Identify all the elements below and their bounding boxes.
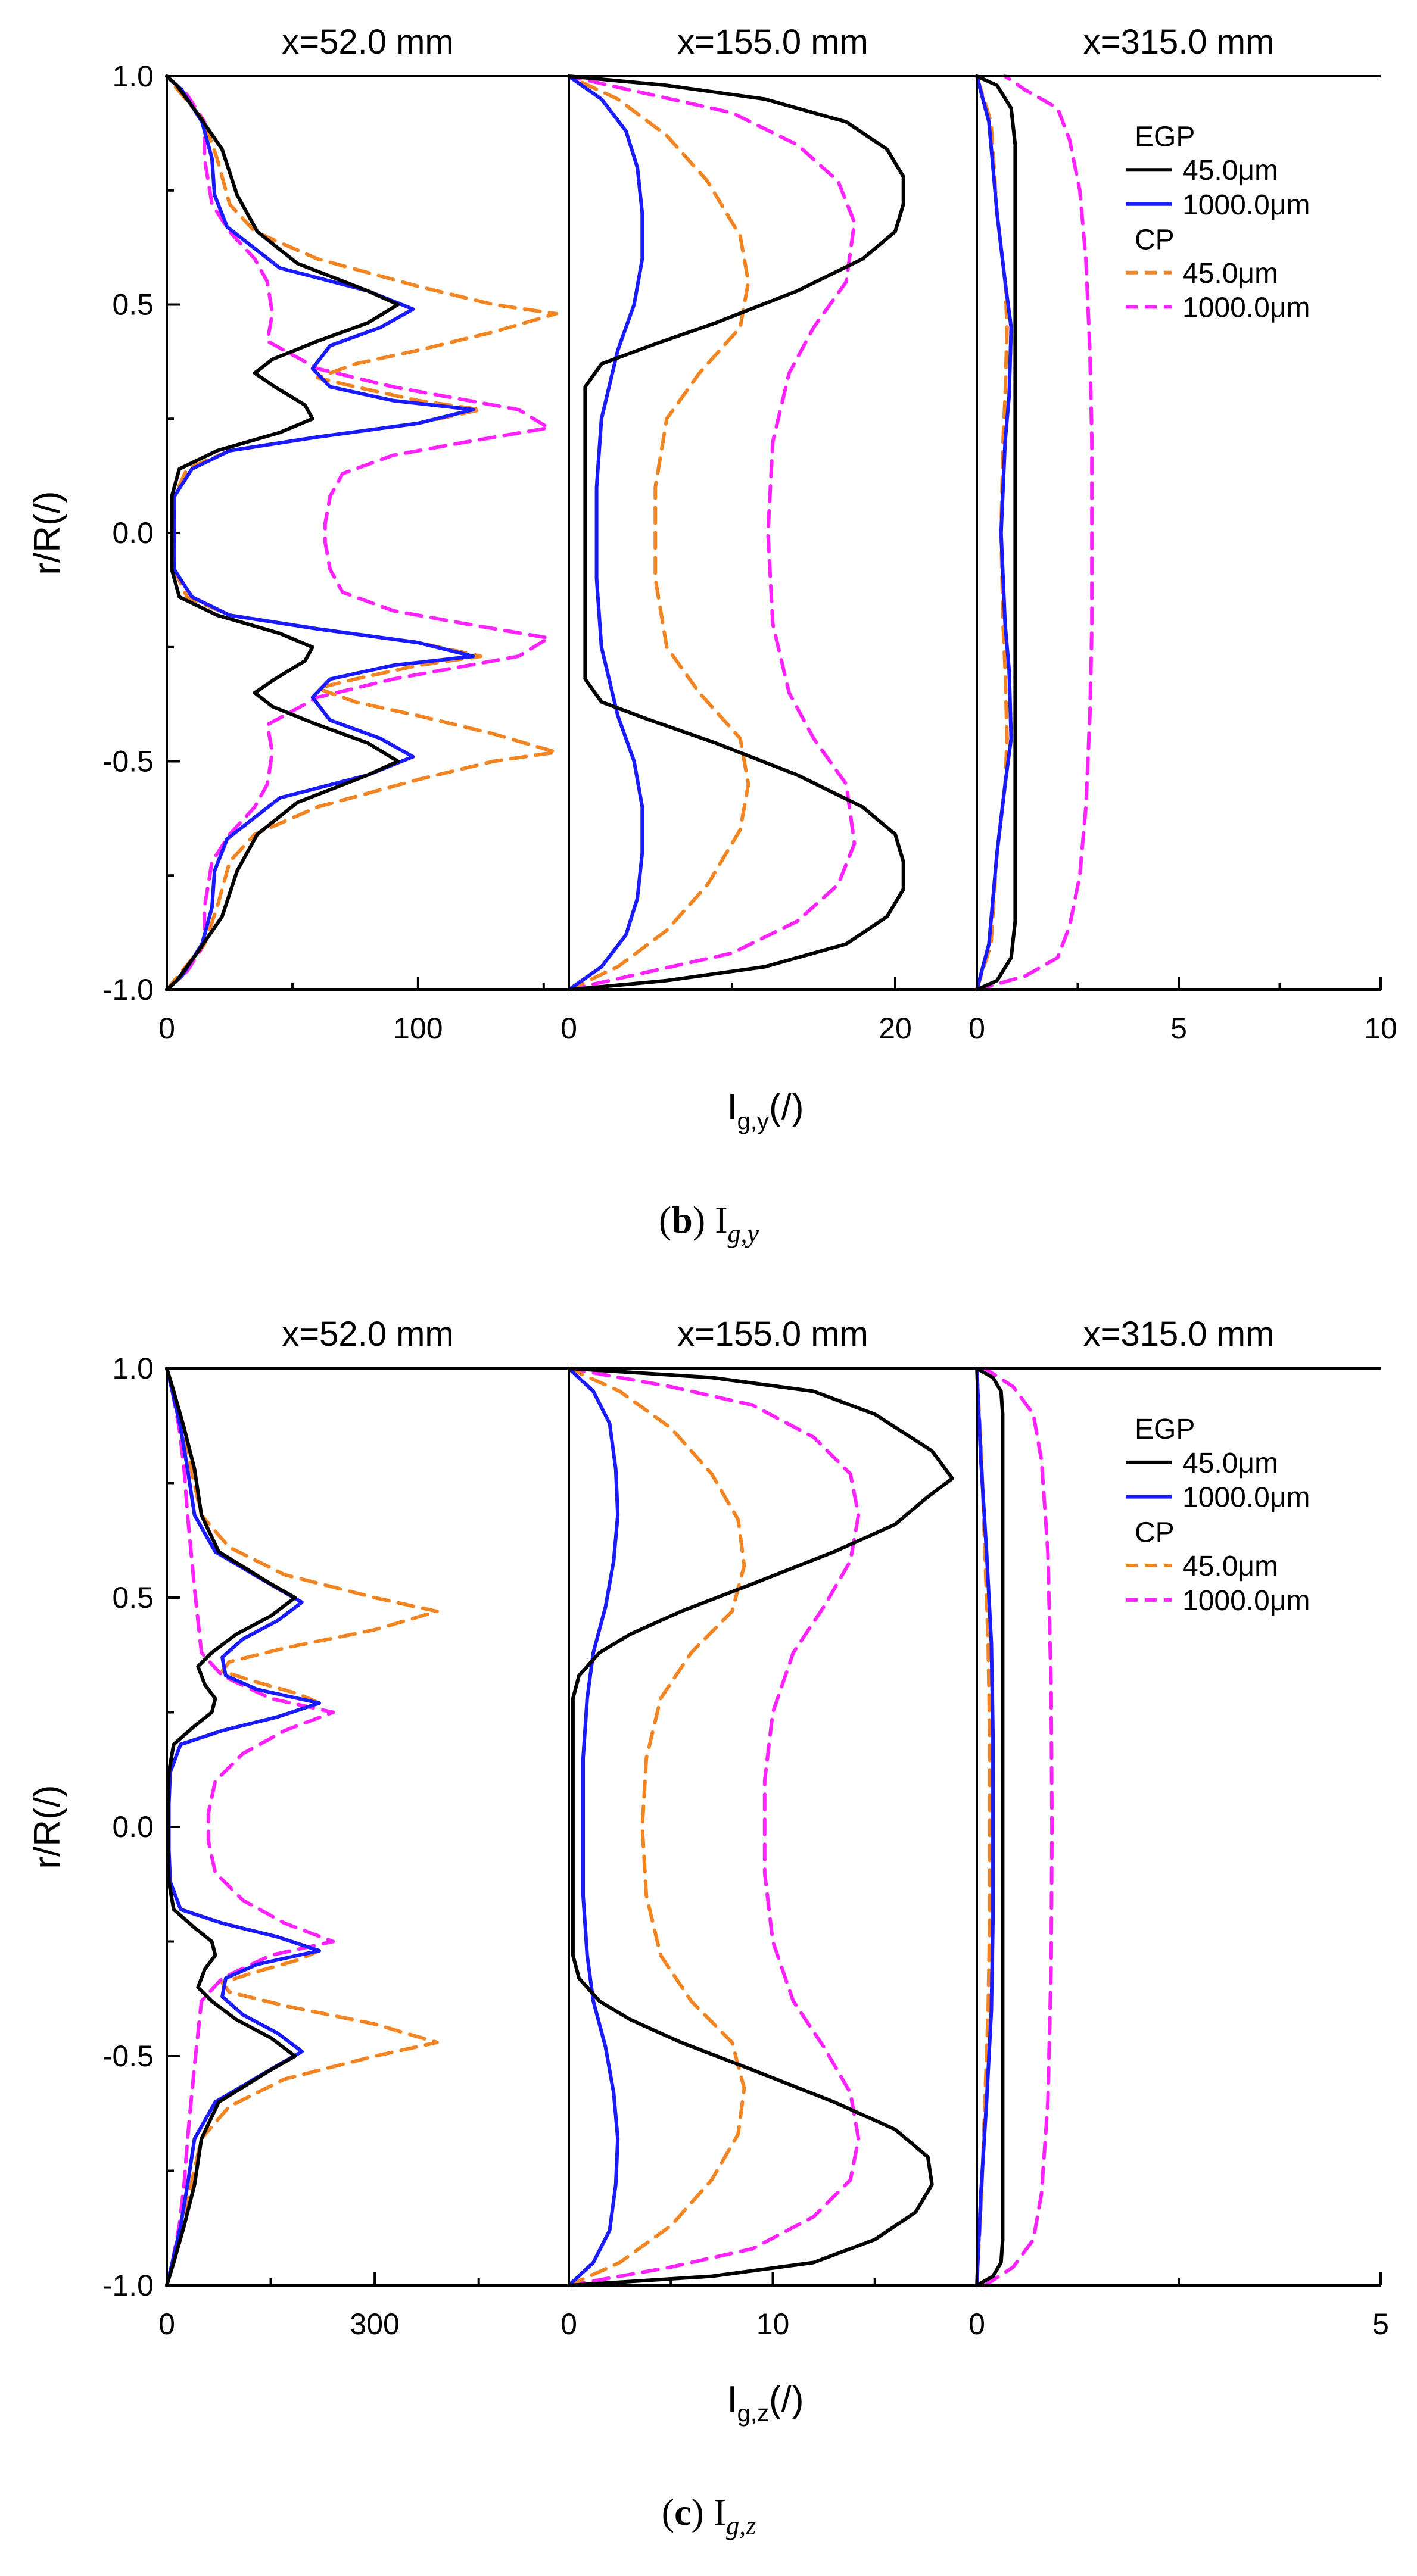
figure-b-panel-3-xtick-label: 5 [1170, 1012, 1187, 1045]
figure-b-panel-3-series-egp1000 [975, 74, 1013, 991]
figure-b-xlabel: Ig,y(/) [727, 1087, 804, 1134]
figure-b-panel-1-xtick-label: 0 [158, 1012, 175, 1045]
figure-c-legend-title-2: CP [1135, 1517, 1175, 1548]
figure-b-legend-label-cp1000: 1000.0μm [1182, 292, 1310, 323]
figure-c-panel-3-xtick-label: 0 [968, 2307, 985, 2341]
figure-c-ytick-label: 0.5 [112, 1581, 154, 1614]
figure-c-panel-1-series-egp1000 [165, 1367, 321, 2287]
figure-b-legend-title-2: CP [1135, 224, 1175, 255]
figure-b-panel-1-series-egp45 [165, 74, 400, 991]
figure-b-panel-2-xtick-label: 0 [560, 1012, 577, 1045]
figure-b-panel-1-series-cp1000 [165, 74, 551, 991]
figure-c-panel-1-series-egp45 [165, 1367, 297, 2287]
figure-c-panel-2-xtick-label: 0 [560, 2307, 577, 2341]
figure-c-panel-2-series-egp45 [567, 1367, 954, 2287]
figure-c-ytick-label: -0.5 [102, 2039, 154, 2073]
figure-c-legend-label-egp1000: 1000.0μm [1182, 1482, 1310, 1514]
figure-b-caption: (b) Ig,y [659, 1199, 759, 1248]
figure-b-ytick-label: 0.5 [112, 288, 154, 322]
figure-b-ytick-label: -0.5 [102, 745, 154, 778]
figure-c-panel-1-title: x=52.0 mm [282, 1315, 454, 1354]
figure-b-panel-1-xtick-label: 100 [393, 1012, 443, 1045]
figure-b-panel-2-series-egp1000 [567, 74, 644, 991]
figure-b-legend-label-egp1000: 1000.0μm [1182, 189, 1310, 221]
figure-b-ytick-label: -1.0 [102, 973, 154, 1006]
figure-b-ylabel: r/R(/) [27, 491, 68, 575]
figure-c-panel-3-series-egp45 [975, 1367, 1005, 2287]
figure-c-ytick-label: -1.0 [102, 2269, 154, 2302]
figure-c-panel-1-series-cp1000 [165, 1367, 335, 2287]
figure-c-panel-3-series-cp1000 [983, 1367, 1054, 2287]
figure-b-panel-2-series-cp1000 [567, 74, 857, 991]
figure-c-panel-2-xtick-label: 10 [756, 2307, 790, 2341]
figure-b-ytick-label: 0.0 [112, 516, 154, 550]
figure-b-panel-3-title: x=315.0 mm [1083, 23, 1275, 61]
figure-c-caption: (c) Ig,z [662, 2491, 756, 2540]
figure-b-panel-2-series-egp45 [567, 74, 905, 991]
figure-c-xlabel: Ig,z(/) [727, 2379, 804, 2427]
figure-b-legend-title-1: EGP [1135, 121, 1195, 153]
figure-c-panel-2-series-cp45 [567, 1367, 746, 2287]
figure-c-panel-2-series-egp1000 [567, 1367, 620, 2287]
figure-c-panel-3-xtick-label: 5 [1372, 2307, 1389, 2341]
figure-c-panel-2-title: x=155.0 mm [677, 1315, 868, 1354]
figure-c-legend-title-1: EGP [1135, 1414, 1195, 1445]
figure-c-panel-3-series-egp1000 [975, 1367, 995, 2287]
figure-b-ytick-label: 1.0 [112, 60, 154, 93]
figure-c-panel-1-series-cp45 [165, 1367, 439, 2287]
figure-b-panel-2-title: x=155.0 mm [677, 23, 868, 61]
figure-b-legend-label-egp45: 45.0μm [1182, 155, 1278, 186]
figure-c-legend-label-egp45: 45.0μm [1182, 1448, 1278, 1479]
figure-c-panel-1-xtick-label: 300 [350, 2307, 399, 2341]
figure-c-ytick-label: 0.0 [112, 1810, 154, 1844]
figure-b-panel-3-xtick-label: 10 [1364, 1012, 1397, 1045]
figure-b-panel-3-series-egp45 [975, 74, 1017, 991]
figure-b-panel-3-series-cp1000 [975, 74, 1094, 991]
figure-b-panel-3-xtick-label: 0 [968, 1012, 985, 1045]
figure-c-panel-3-title: x=315.0 mm [1083, 1315, 1275, 1354]
figure-b-panel-1-series-cp45 [165, 74, 558, 991]
figure-b-legend-label-cp45: 45.0μm [1182, 258, 1278, 289]
figure-b-panel-2-xtick-label: 20 [879, 1012, 912, 1045]
figure-b-panel-1-title: x=52.0 mm [282, 23, 454, 61]
figure-c-ytick-label: 1.0 [112, 1352, 154, 1385]
figure-c-legend-label-cp45: 45.0μm [1182, 1551, 1278, 1582]
figure-c-ylabel: r/R(/) [27, 1785, 68, 1869]
figure-c-panel-2-series-cp1000 [567, 1367, 861, 2287]
figure-b-panel-2-series-cp45 [567, 74, 750, 991]
figure-b-panel-1-series-egp1000 [165, 74, 475, 991]
figure-c-legend-label-cp1000: 1000.0μm [1182, 1585, 1310, 1617]
figure-c-panel-1-xtick-label: 0 [158, 2307, 175, 2341]
